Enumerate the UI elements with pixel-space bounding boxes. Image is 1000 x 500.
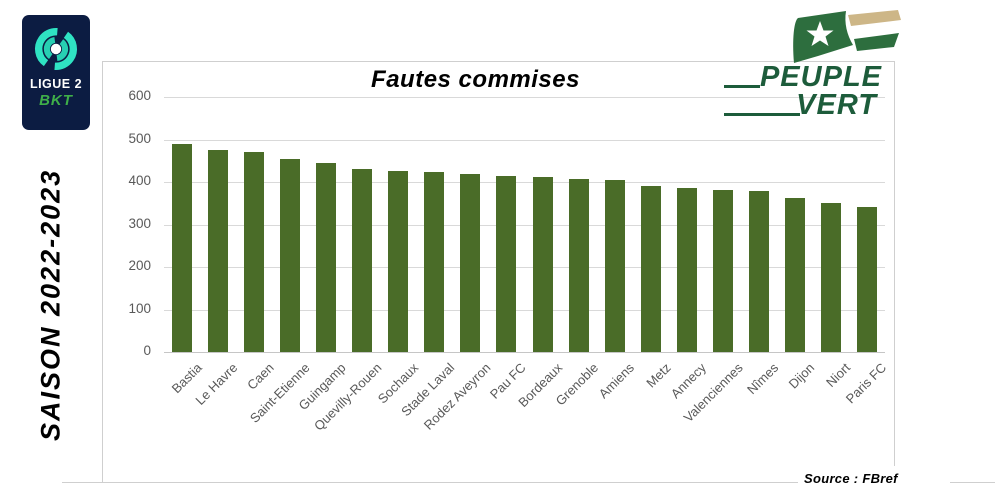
bar — [676, 187, 697, 352]
y-axis-tick-label: 100 — [128, 300, 151, 316]
ligue2-swirl-icon — [34, 27, 78, 71]
x-axis-tick-label: Metz — [642, 360, 674, 391]
gridline — [164, 309, 885, 311]
y-axis-tick-label: 400 — [128, 173, 151, 188]
peuple-label: PEUPLE — [759, 61, 882, 93]
chart-panel: Fautes commises 0 100 200 300 400 500 600 Basti… — [102, 61, 895, 483]
vert-underline — [724, 113, 800, 116]
bar — [640, 186, 661, 352]
bar — [748, 191, 769, 352]
bottom-rule — [62, 482, 995, 483]
gridline — [164, 352, 885, 353]
peuple-vert-logo: PEUPLE VERT — [720, 5, 910, 121]
season-label: SAISON 2022-2023 — [35, 168, 66, 442]
x-axis-tick-label: Caen — [244, 360, 277, 393]
y-axis-tick-label: 600 — [128, 88, 151, 103]
gridline — [164, 139, 885, 141]
bar — [856, 207, 877, 352]
y-axis-tick-label: 0 — [143, 343, 151, 358]
bar — [244, 152, 265, 352]
ligue2-logo: LIGUE 2 BKT — [22, 15, 90, 130]
bkt-label: BKT — [39, 92, 73, 109]
y-axis-tick-label: 200 — [128, 258, 151, 273]
y-axis-tick-label: 500 — [128, 130, 151, 146]
ligue2-label: LIGUE 2 — [29, 77, 83, 91]
bar — [424, 171, 445, 352]
vert-label: VERT — [796, 89, 877, 121]
source-label: Source : FBref — [804, 470, 898, 486]
x-axis-tick-label: Amiens — [595, 360, 638, 402]
y-axis-tick-label: 300 — [128, 215, 151, 231]
bar — [208, 149, 229, 352]
bar — [604, 179, 625, 352]
bar — [712, 189, 733, 352]
gridline — [164, 267, 885, 268]
bar — [280, 158, 301, 352]
peuple-underline — [724, 85, 760, 88]
gridline — [164, 224, 885, 226]
chart-title: Fautes commises — [371, 66, 580, 93]
bar — [820, 203, 841, 352]
bar — [784, 197, 805, 352]
bar — [496, 175, 517, 352]
bar — [460, 174, 481, 352]
gridline — [164, 182, 885, 183]
bar — [316, 163, 337, 352]
source-box: Source : FBref — [798, 466, 950, 490]
x-axis-tick-label: Nîmes — [744, 360, 782, 398]
gridline — [164, 97, 885, 98]
x-axis-tick-label: Dijon — [785, 360, 818, 392]
x-axis-tick-label: Niort — [823, 360, 854, 391]
bar — [568, 178, 589, 352]
bar — [388, 170, 409, 352]
flag-icon — [793, 10, 901, 63]
bar — [532, 177, 553, 352]
bar — [172, 143, 193, 352]
bar — [352, 169, 373, 352]
